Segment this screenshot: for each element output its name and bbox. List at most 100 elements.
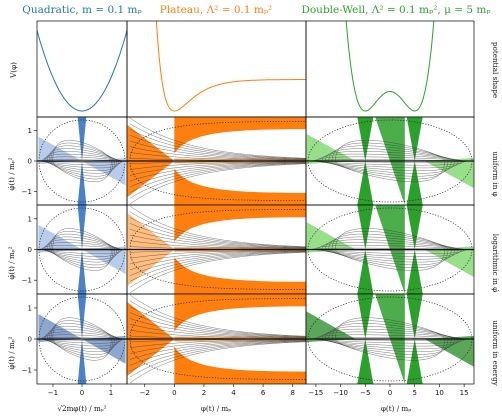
region-fill: [77, 161, 87, 205]
energy-boundary: [38, 296, 126, 382]
ytick-label: 1: [28, 127, 32, 135]
trajectory-line: [129, 161, 306, 176]
panel-r2-c2: [305, 204, 475, 295]
trajectory-line: [129, 117, 306, 159]
xtick-label: 0: [388, 389, 392, 397]
trajectory-line: [129, 140, 306, 160]
region-fill: [77, 249, 87, 294]
trajectory-line: [41, 156, 123, 162]
energy-boundary: [38, 207, 126, 292]
energy-boundary: [129, 298, 306, 380]
trajectory-line: [129, 251, 306, 282]
panel-frame: [305, 20, 475, 118]
trajectory-line: [335, 160, 445, 183]
trajectory-line: [129, 339, 306, 354]
trajectory-line: [43, 160, 121, 169]
trajectory-line: [129, 312, 306, 338]
trajectory-line: [129, 134, 306, 160]
trajectory-line: [129, 249, 306, 259]
trajectory-line: [129, 340, 306, 360]
trajectory-line: [129, 223, 306, 249]
xtick-label: −5: [360, 389, 370, 397]
trajectory-line: [318, 249, 462, 257]
trajectory-line: [129, 250, 306, 276]
trajectory-line: [129, 152, 306, 161]
xtick-label: −1: [48, 389, 58, 397]
trajectory-line: [129, 250, 306, 265]
trajectory-line: [47, 249, 117, 263]
region-fill: [77, 205, 87, 250]
xlabel-plateau: φ(t) / mₚ: [201, 404, 231, 413]
trajectory-line: [129, 161, 306, 170]
trajectory-line: [129, 162, 306, 193]
trajectory-line: [321, 249, 459, 260]
region-fill: [174, 257, 306, 294]
ytick-label: 1: [28, 215, 32, 223]
trajectory-line: [129, 318, 306, 338]
trajectory-line: [335, 249, 445, 271]
trajectory-line: [129, 300, 306, 337]
trajectory-line: [45, 249, 119, 260]
panel-frame: [36, 20, 128, 118]
xtick-label: 8: [290, 389, 294, 397]
trajectory-line: [129, 211, 306, 248]
xtick-label: 15: [460, 389, 469, 397]
trajectory-line: [129, 217, 306, 248]
trajectory-line: [129, 146, 306, 161]
trajectory-line: [318, 160, 462, 169]
row-label-log-phidot: logarithmic in φ̇: [491, 234, 500, 292]
trajectory-line: [325, 160, 455, 174]
ytick-label: −1: [22, 188, 32, 196]
energy-boundary: [38, 119, 126, 203]
ylabel-row4: φ̇(t) / mₚ²: [7, 336, 16, 369]
trajectory-line: [129, 250, 306, 271]
trajectory-line: [41, 334, 123, 340]
trajectory-line: [129, 162, 306, 182]
trajectory-line: [335, 338, 445, 361]
trajectory-line: [129, 294, 306, 337]
column-title-quadratic: Quadratic, m = 0.1 mₚ: [22, 4, 141, 16]
ytick-label: −1: [22, 277, 32, 285]
panel-r3-c2: −15 −10 −5 0 5 10 15: [305, 293, 475, 397]
trajectory-line: [314, 334, 465, 340]
row-label-uniform-energy: uniform in energy: [491, 320, 500, 386]
region-fill: [406, 294, 423, 339]
region-fill: [357, 339, 374, 384]
panel-r3-c1: −2 0 2 4 6 8: [126, 293, 307, 397]
trajectory-line: [129, 329, 306, 339]
potential-curve-plateau: [155, 21, 306, 112]
xtick-label: 0: [80, 389, 84, 397]
region-fill: [357, 249, 374, 294]
panel-r1-c0: −1 0 1: [22, 116, 128, 206]
region-fill: [306, 311, 356, 343]
region-fill: [357, 294, 374, 339]
row-label-potential: potential shape: [491, 42, 500, 98]
trajectory-line: [129, 234, 306, 249]
trajectory-line: [52, 228, 112, 250]
xtick-label: 10: [435, 389, 444, 397]
region-fill: [357, 161, 374, 205]
trajectory-line: [325, 338, 455, 353]
column-title-plateau: Plateau, Λ² = 0.1 mₚ²: [160, 4, 272, 16]
row-label-uniform-phi: uniform in φ: [491, 151, 500, 196]
trajectory-line: [318, 338, 462, 347]
trajectory-line: [325, 249, 455, 263]
region-fill: [357, 117, 374, 161]
trajectory-line: [41, 338, 123, 344]
region-fill: [174, 168, 306, 205]
trajectory-line: [129, 163, 306, 199]
trajectory-line: [129, 228, 306, 249]
region-fill: [406, 205, 423, 250]
trajectory-line: [129, 306, 306, 338]
region-fill: [406, 249, 423, 294]
energy-boundary: [307, 296, 473, 382]
region-fill: [406, 117, 423, 161]
trajectory-line: [129, 341, 306, 378]
region-fill: [174, 205, 306, 242]
panel-r0-c2: [305, 20, 475, 118]
xtick-label: −10: [333, 389, 348, 397]
energy-boundary: [129, 121, 306, 201]
trajectory-line: [331, 142, 449, 162]
region-fill: [77, 339, 87, 384]
